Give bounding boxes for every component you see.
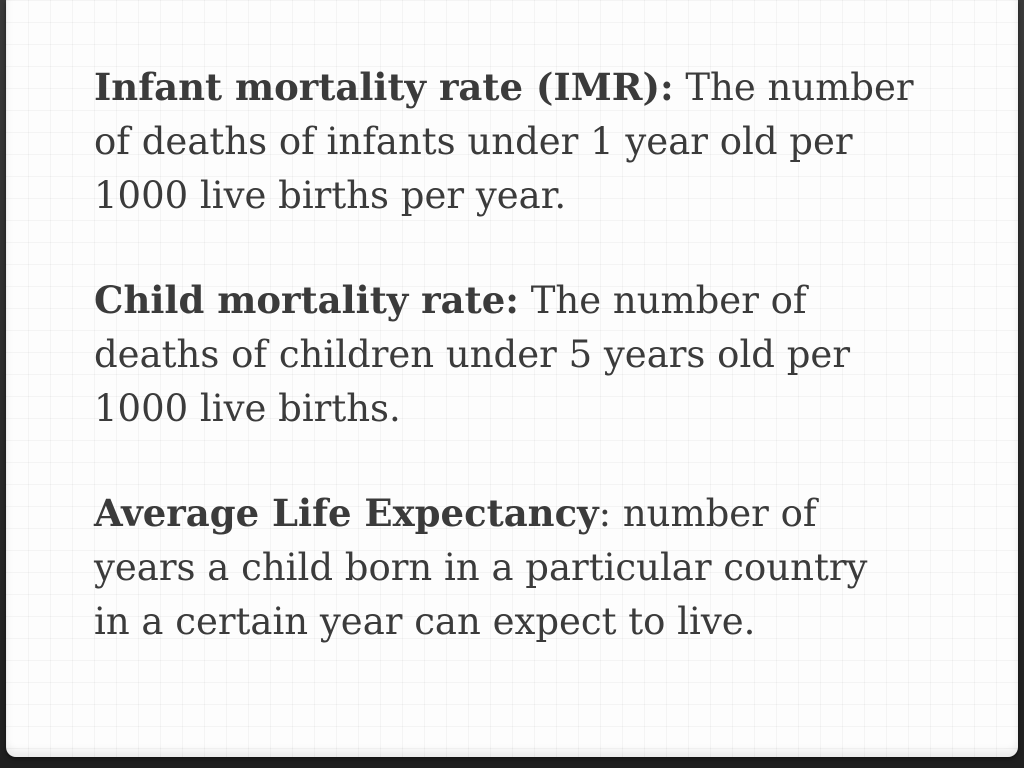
definition-life-expectancy: Average Life Expectancy: number of years… bbox=[94, 486, 914, 649]
term-imr: Infant mortality rate (IMR): bbox=[94, 65, 674, 109]
definition-child-mortality: Child mortality rate: The number of deat… bbox=[94, 273, 914, 436]
definitions-list: Infant mortality rate (IMR): The number … bbox=[94, 60, 914, 699]
slide: Infant mortality rate (IMR): The number … bbox=[6, 0, 1018, 757]
definition-text-imr: The number of deaths of infants under 1 … bbox=[94, 66, 914, 217]
definition-text-child-mortality: The number of deaths of children under 5… bbox=[94, 279, 851, 430]
definition-text-life-expectancy: number of years a child born in a partic… bbox=[94, 492, 868, 643]
term-life-expectancy: Average Life Expectancy bbox=[94, 491, 599, 535]
separator-life-expectancy: : bbox=[598, 492, 612, 535]
definition-imr: Infant mortality rate (IMR): The number … bbox=[94, 60, 914, 223]
term-child-mortality: Child mortality rate: bbox=[94, 278, 519, 322]
